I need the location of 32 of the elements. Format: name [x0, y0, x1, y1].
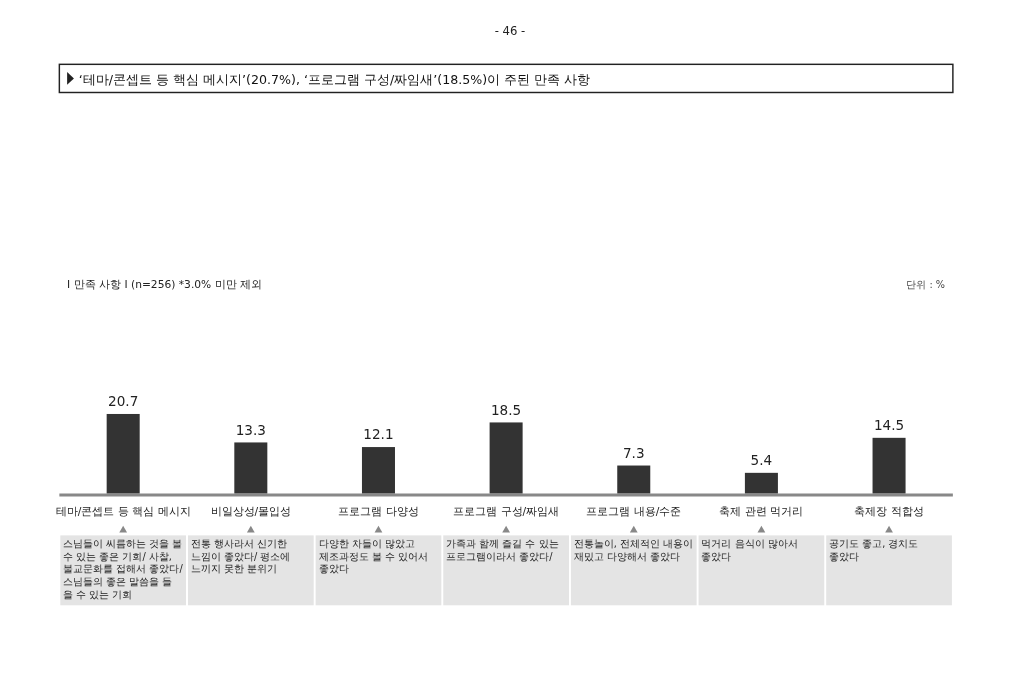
- bar: [489, 422, 523, 494]
- data-label: 5.4: [750, 452, 773, 469]
- x-tick-label: 비일상성/몰입성: [210, 504, 292, 518]
- text: 공기도 좋고, 경치도 좋았다: [829, 538, 919, 562]
- data-label: 13.3: [235, 421, 266, 438]
- text: 가족과 함께 즐길 수 있는 프로그램이라서 좋았다/: [446, 538, 559, 562]
- x-tick-label: 프로그램 구성/짜임새: [453, 504, 560, 518]
- data-label: 12.1: [363, 426, 394, 443]
- bar: [617, 465, 651, 494]
- bar: [872, 437, 906, 494]
- bar: [234, 442, 268, 494]
- chart-title: ‘테마/콘셉트 등 핵심 메시지’(20.7%), ‘프로그램 구성/짜임새’(18.5%)이 주된 만족 사항: [78, 71, 591, 87]
- text: 다양한 차들이 많았고 제조과정도 볼 수 있어서 좋았다: [318, 538, 428, 575]
- text: 먹거리 음식이 많아서 좋았다: [701, 538, 798, 562]
- x-tick-label: 축제 관련 먹거리: [719, 504, 804, 518]
- x-tick-label: 프로그램 내용/수준: [586, 504, 682, 518]
- bar: [361, 447, 395, 494]
- text: 전통놀이, 전체적인 내용이 재밌고 다양해서 좋았다: [573, 538, 694, 562]
- text: 단위 : %: [906, 278, 946, 290]
- data-label: 18.5: [491, 401, 522, 418]
- data-label: 7.3: [622, 444, 645, 461]
- text: - 46 -: [494, 24, 526, 39]
- text: 스님들이 씨름하는 것을 볼 수 있는 좋은 기회/ 사찰, 불교문화를 접해서 좋았다/ 스님들의 좋은 말씀을 들 을 수 있는 기회: [63, 538, 184, 600]
- x-tick-label: 축제장 적합성: [854, 504, 924, 518]
- x-tick-label: 테마/콘셉트 등 핵심 메시지: [55, 504, 191, 518]
- data-label: 14.5: [873, 417, 905, 434]
- chart-subtitle: Ⅰ 만족 사항 Ⅰ (n=256) *3.0% 미만 제외: [67, 277, 263, 291]
- text: 전통 행사라서 신기한 느낌이 좋았다/ 평소에 느끼지 못한 분위기: [190, 538, 291, 575]
- data-label: 20.7: [108, 393, 139, 410]
- x-tick-label: 프로그램 다양성: [338, 504, 419, 518]
- bar: [744, 472, 778, 494]
- bar: [106, 413, 140, 494]
